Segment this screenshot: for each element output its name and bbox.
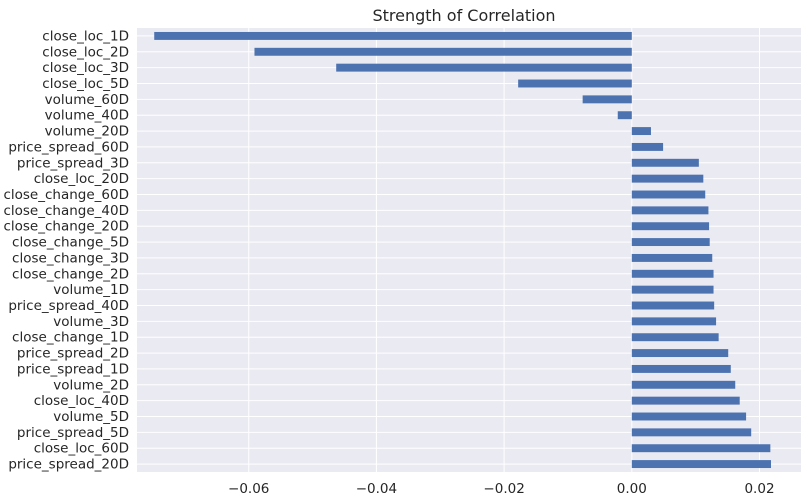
bar-close-loc-1d — [154, 31, 632, 40]
y-tick-label: close_change_60D — [3, 187, 129, 203]
y-tick-label: price_spread_40D — [8, 298, 129, 314]
bar-close-change-60d — [631, 190, 706, 199]
bar-close-loc-60d — [631, 444, 771, 453]
bar-close-change-3d — [631, 253, 713, 262]
plot-area — [137, 28, 801, 472]
y-tick-label: volume_60D — [45, 92, 129, 108]
y-tick-label: close_change_2D — [12, 266, 129, 282]
y-tick-label: volume_2D — [53, 377, 129, 393]
y-tick-label: close_change_1D — [12, 330, 129, 346]
y-tick-label: close_loc_5D — [42, 76, 129, 92]
bar-price-spread-5d — [631, 428, 752, 437]
bar-close-change-20d — [631, 222, 710, 231]
bar-volume-2d — [631, 380, 736, 389]
bar-close-change-2d — [631, 269, 714, 278]
bar-volume-5d — [631, 412, 747, 421]
x-tick-label: −0.02 — [483, 481, 524, 497]
bar-price-spread-40d — [631, 301, 715, 310]
bar-close-loc-2d — [254, 47, 632, 56]
bar-price-spread-60d — [631, 142, 664, 151]
bars — [154, 31, 771, 469]
bar-price-spread-1d — [631, 364, 731, 373]
y-tick-labels: close_loc_1Dclose_loc_2Dclose_loc_3Dclos… — [3, 28, 129, 472]
y-tick-label: price_spread_20D — [8, 457, 129, 473]
x-tick-label: 0.00 — [617, 481, 647, 497]
bar-price-spread-20d — [631, 460, 771, 469]
y-tick-label: volume_40D — [45, 108, 129, 124]
bar-volume-1d — [631, 285, 714, 294]
y-tick-label: volume_20D — [45, 124, 129, 140]
x-tick-labels: −0.06 −0.04 −0.02 0.00 0.02 — [228, 481, 774, 497]
bar-volume-60d — [582, 95, 632, 104]
bar-close-loc-5d — [518, 79, 632, 88]
x-tick-label: −0.04 — [356, 481, 397, 497]
bar-close-loc-40d — [631, 396, 740, 405]
y-tick-label: close_change_3D — [12, 250, 129, 266]
x-tick-label: 0.02 — [744, 481, 774, 497]
y-tick-label: price_spread_3D — [17, 155, 129, 171]
bar-volume-20d — [631, 127, 651, 136]
y-tick-label: close_loc_40D — [34, 393, 129, 409]
y-tick-label: price_spread_60D — [8, 139, 129, 155]
bar-price-spread-2d — [631, 349, 729, 358]
bar-close-loc-3d — [336, 63, 632, 72]
y-tick-label: close_loc_3D — [42, 60, 129, 76]
bar-close-change-5d — [631, 238, 710, 247]
y-tick-label: close_loc_2D — [42, 44, 129, 60]
y-tick-label: close_loc_60D — [34, 441, 129, 457]
bar-close-loc-20d — [631, 174, 704, 183]
y-tick-label: close_change_20D — [3, 219, 129, 235]
chart-title: Strength of Correlation — [372, 6, 555, 25]
y-tick-label: close_loc_1D — [42, 28, 129, 44]
bar-volume-3d — [631, 317, 717, 326]
y-tick-label: price_spread_1D — [17, 361, 129, 377]
bar-close-change-40d — [631, 206, 709, 215]
y-tick-label: price_spread_2D — [17, 346, 129, 362]
x-tick-label: −0.06 — [228, 481, 269, 497]
bar-close-change-1d — [631, 333, 719, 342]
y-tick-label: volume_1D — [53, 282, 129, 298]
y-tick-label: close_change_40D — [3, 203, 129, 219]
bar-price-spread-3d — [631, 158, 699, 167]
y-tick-label: close_loc_20D — [34, 171, 129, 187]
y-tick-label: volume_5D — [53, 409, 129, 425]
y-tick-label: price_spread_5D — [17, 425, 129, 441]
y-tick-label: close_change_5D — [12, 235, 129, 251]
y-tick-label: volume_3D — [53, 314, 129, 330]
bar-volume-40d — [617, 111, 632, 120]
